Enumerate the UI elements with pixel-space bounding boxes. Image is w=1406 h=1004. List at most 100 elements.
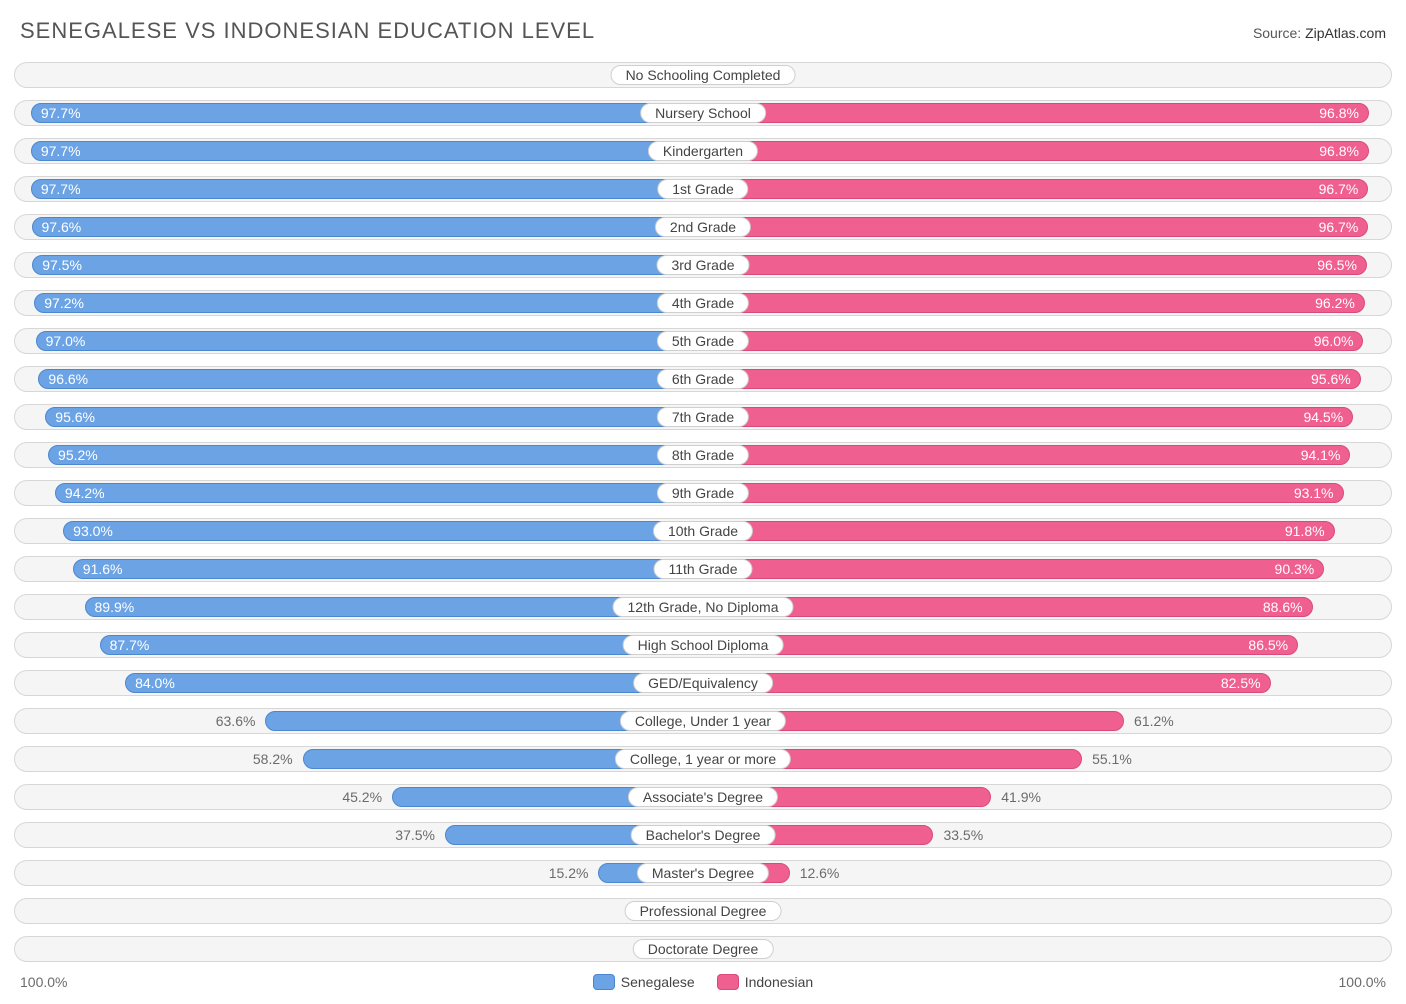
value-right: 93.1% bbox=[703, 481, 1344, 505]
chart-row: 45.2% 41.9% Associate's Degree bbox=[14, 784, 1392, 810]
chart-row: 97.7%96.8%Kindergarten bbox=[14, 138, 1392, 164]
category-label: Doctorate Degree bbox=[633, 939, 774, 959]
axis-right-max: 100.0% bbox=[1339, 974, 1386, 990]
category-label: 2nd Grade bbox=[655, 217, 751, 237]
category-label: Kindergarten bbox=[648, 141, 758, 161]
diverging-bar-chart: 2.3%3.2%No Schooling Completed97.7%96.8%… bbox=[14, 62, 1392, 962]
value-left: 97.7% bbox=[31, 101, 703, 125]
value-right: 90.3% bbox=[703, 557, 1324, 581]
value-right: 96.0% bbox=[703, 329, 1363, 353]
value-right: 96.8% bbox=[703, 139, 1369, 163]
value-right: 96.5% bbox=[703, 253, 1367, 277]
value-left: 95.6% bbox=[45, 405, 703, 429]
chart-row: 89.9%88.6%12th Grade, No Diploma bbox=[14, 594, 1392, 620]
legend-swatch-left bbox=[593, 974, 615, 990]
chart-row: 96.6%95.6%6th Grade bbox=[14, 366, 1392, 392]
value-left: 96.6% bbox=[38, 367, 703, 391]
chart-row: 15.2% 12.6% Master's Degree bbox=[14, 860, 1392, 886]
category-label: Master's Degree bbox=[637, 863, 769, 883]
chart-row: 95.2%94.1%8th Grade bbox=[14, 442, 1392, 468]
value-right: 91.8% bbox=[703, 519, 1335, 543]
value-right: 96.2% bbox=[703, 291, 1365, 315]
chart-title: SENEGALESE VS INDONESIAN EDUCATION LEVEL bbox=[20, 18, 595, 44]
value-right: 88.6% bbox=[703, 595, 1313, 619]
chart-row: 2.0%1.6%Doctorate Degree bbox=[14, 936, 1392, 962]
chart-row: 91.6%90.3%11th Grade bbox=[14, 556, 1392, 582]
chart-row: 84.0%82.5%GED/Equivalency bbox=[14, 670, 1392, 696]
value-right: 82.5% bbox=[703, 671, 1271, 695]
chart-row: 37.5% 33.5% Bachelor's Degree bbox=[14, 822, 1392, 848]
value-right: 94.1% bbox=[703, 443, 1350, 467]
category-label: 8th Grade bbox=[657, 445, 749, 465]
legend-label-right: Indonesian bbox=[745, 974, 814, 990]
category-label: 10th Grade bbox=[653, 521, 753, 541]
source-credit: Source: ZipAtlas.com bbox=[1253, 25, 1386, 41]
category-label: 1st Grade bbox=[657, 179, 748, 199]
value-right: 96.7% bbox=[703, 177, 1368, 201]
value-left: 37.5% bbox=[385, 823, 445, 847]
legend: Senegalese Indonesian bbox=[593, 974, 813, 990]
axis-left-max: 100.0% bbox=[20, 974, 67, 990]
chart-row: 97.7%96.8%Nursery School bbox=[14, 100, 1392, 126]
value-left: 63.6% bbox=[206, 709, 266, 733]
category-label: 9th Grade bbox=[657, 483, 749, 503]
chart-row: 97.6%96.7%2nd Grade bbox=[14, 214, 1392, 240]
value-left: 95.2% bbox=[48, 443, 703, 467]
value-left: 89.9% bbox=[85, 595, 704, 619]
chart-row: 97.2%96.2%4th Grade bbox=[14, 290, 1392, 316]
value-left: 97.0% bbox=[36, 329, 703, 353]
category-label: College, 1 year or more bbox=[615, 749, 791, 769]
value-left: 87.7% bbox=[100, 633, 703, 657]
chart-row: 4.6%3.7%Professional Degree bbox=[14, 898, 1392, 924]
value-left: 97.7% bbox=[31, 177, 703, 201]
chart-row: 97.5%96.5%3rd Grade bbox=[14, 252, 1392, 278]
value-left: 58.2% bbox=[243, 747, 303, 771]
value-left: 97.6% bbox=[32, 215, 703, 239]
source-brand: ZipAtlas.com bbox=[1305, 25, 1386, 41]
value-right: 61.2% bbox=[1124, 709, 1184, 733]
category-label: Bachelor's Degree bbox=[631, 825, 776, 845]
value-left: 97.5% bbox=[32, 253, 703, 277]
value-right: 95.6% bbox=[703, 367, 1361, 391]
category-label: 6th Grade bbox=[657, 369, 749, 389]
value-right: 86.5% bbox=[703, 633, 1298, 657]
category-label: GED/Equivalency bbox=[633, 673, 773, 693]
value-right: 41.9% bbox=[991, 785, 1051, 809]
category-label: 4th Grade bbox=[657, 293, 749, 313]
legend-label-left: Senegalese bbox=[621, 974, 695, 990]
chart-row: 95.6%94.5%7th Grade bbox=[14, 404, 1392, 430]
legend-item-right: Indonesian bbox=[717, 974, 814, 990]
value-left: 45.2% bbox=[332, 785, 392, 809]
chart-row: 58.2% 55.1% College, 1 year or more bbox=[14, 746, 1392, 772]
category-label: 12th Grade, No Diploma bbox=[613, 597, 794, 617]
category-label: 7th Grade bbox=[657, 407, 749, 427]
chart-row: 97.0%96.0%5th Grade bbox=[14, 328, 1392, 354]
category-label: Professional Degree bbox=[625, 901, 782, 921]
value-left: 91.6% bbox=[73, 557, 703, 581]
legend-item-left: Senegalese bbox=[593, 974, 695, 990]
category-label: No Schooling Completed bbox=[611, 65, 796, 85]
chart-footer: 100.0% Senegalese Indonesian 100.0% bbox=[14, 974, 1392, 990]
chart-row: 2.3%3.2%No Schooling Completed bbox=[14, 62, 1392, 88]
value-right: 55.1% bbox=[1082, 747, 1142, 771]
value-right: 33.5% bbox=[933, 823, 993, 847]
value-right: 96.8% bbox=[703, 101, 1369, 125]
chart-row: 63.6% 61.2% College, Under 1 year bbox=[14, 708, 1392, 734]
value-left: 15.2% bbox=[539, 861, 599, 885]
value-right: 12.6% bbox=[790, 861, 850, 885]
category-label: High School Diploma bbox=[623, 635, 784, 655]
chart-header: SENEGALESE VS INDONESIAN EDUCATION LEVEL… bbox=[14, 18, 1392, 44]
source-prefix: Source: bbox=[1253, 25, 1305, 41]
value-right: 96.7% bbox=[703, 215, 1368, 239]
chart-row: 97.7%96.7%1st Grade bbox=[14, 176, 1392, 202]
value-left: 84.0% bbox=[125, 671, 703, 695]
legend-swatch-right bbox=[717, 974, 739, 990]
value-left: 93.0% bbox=[63, 519, 703, 543]
value-right: 94.5% bbox=[703, 405, 1353, 429]
category-label: Associate's Degree bbox=[628, 787, 778, 807]
chart-row: 87.7%86.5%High School Diploma bbox=[14, 632, 1392, 658]
category-label: College, Under 1 year bbox=[620, 711, 786, 731]
chart-row: 94.2%93.1%9th Grade bbox=[14, 480, 1392, 506]
category-label: 11th Grade bbox=[653, 559, 752, 579]
chart-row: 93.0%91.8%10th Grade bbox=[14, 518, 1392, 544]
